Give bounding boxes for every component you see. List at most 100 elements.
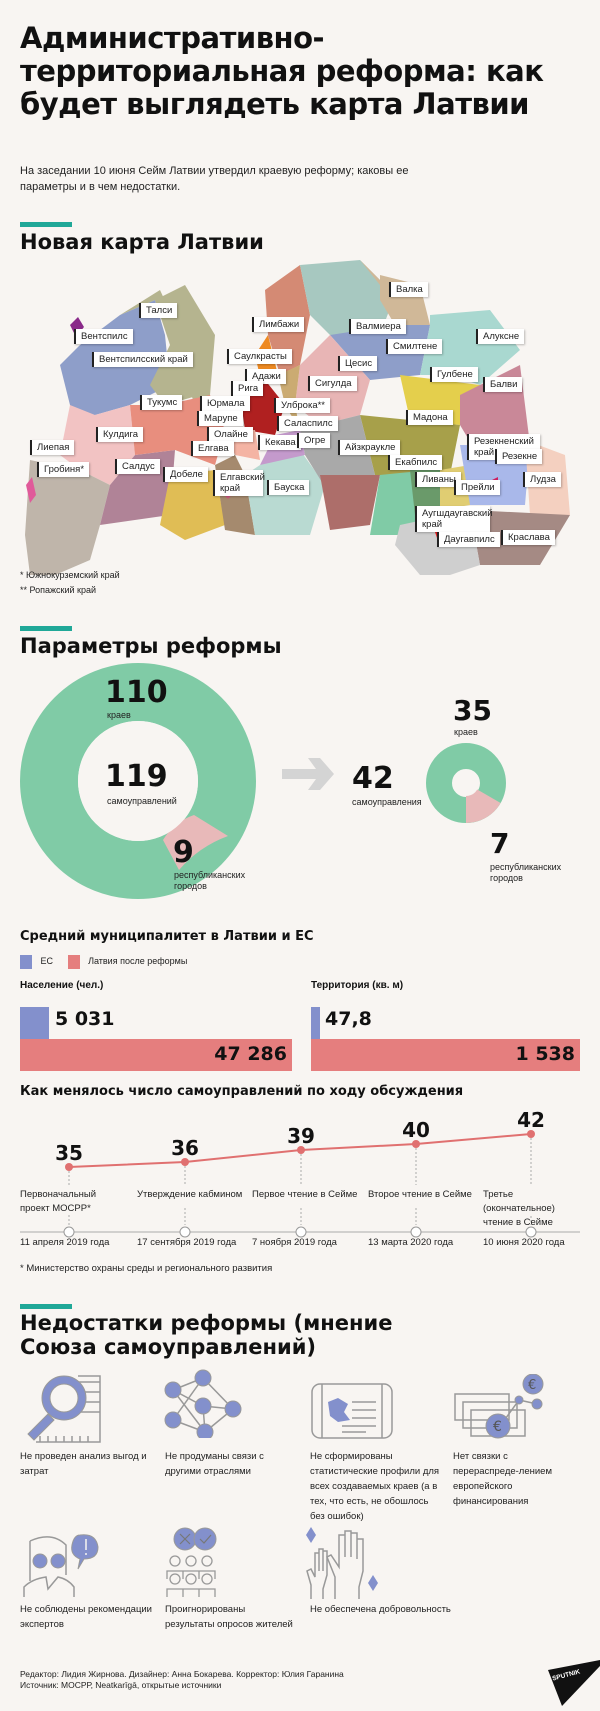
lead-text: На заседании 10 июня Сейм Латвии утверди… — [20, 165, 409, 193]
timeline-date: 7 ноября 2019 года — [252, 1237, 337, 1248]
network-icon — [164, 1369, 242, 1438]
before-regions-label: краев — [107, 710, 131, 720]
territory-eu-bar — [311, 1007, 320, 1039]
map-label: Огре — [297, 433, 331, 448]
timeline-title: Как менялось число самоуправлений по ход… — [20, 1084, 464, 1099]
footer-credits: Редактор: Лидия Жирнова. Дизайнер: Анна … — [20, 1669, 344, 1679]
issue-text: Проигнорированы результаты опросов жител… — [165, 1604, 293, 1630]
map-label: Вентспилс — [74, 329, 133, 344]
map-label: Даугавпилс — [437, 532, 500, 547]
before-total-label: самоуправлений — [107, 796, 177, 806]
map-label: Вентспилсский край — [92, 352, 193, 367]
before-total-number: 119 — [105, 759, 168, 794]
svg-text:€: € — [528, 1378, 536, 1393]
map-footnote: ** Ропажский край — [20, 585, 96, 595]
before-cities-number: 9 — [173, 835, 194, 870]
timeline-label: Третье (окончательное) чтение в Сейме — [483, 1189, 555, 1228]
map-label: Бауска — [267, 480, 310, 495]
map-label: Гробиня* — [37, 462, 90, 477]
timeline-chart — [20, 1130, 580, 1238]
timeline-date: 10 июня 2020 года — [483, 1237, 565, 1248]
map-label: Гулбене — [430, 367, 478, 382]
after-total-label: самоуправления — [352, 797, 422, 807]
map-label: Мадона — [406, 410, 453, 425]
after-regions-label: краев — [454, 727, 478, 737]
timeline-value: 42 — [517, 1108, 545, 1132]
timeline-date: 11 апреля 2019 года — [20, 1237, 110, 1248]
section-accent-bar — [20, 1304, 72, 1309]
map-label: Лудза — [523, 472, 561, 487]
timeline-value: 35 — [55, 1141, 83, 1165]
territory-eu-value: 47,8 — [325, 1008, 372, 1030]
arrow-right-icon — [282, 758, 334, 790]
population-eu-bar — [20, 1007, 49, 1039]
after-cities-number: 7 — [490, 827, 510, 860]
magnifier-chart-icon — [27, 1375, 101, 1443]
map-scroll-icon — [311, 1383, 393, 1439]
map-label: Елгава — [191, 441, 234, 456]
map-label: Айзкраукле — [338, 440, 401, 455]
issue-text: Нет связки с перераспреде-лением европей… — [453, 1451, 552, 1507]
legend-swatch-eu — [20, 955, 32, 969]
issues-section-title: Недостатки реформы (мнение Союза самоупр… — [20, 1311, 393, 1359]
before-cities-label: республиканских городов — [174, 870, 246, 891]
section-accent-bar — [20, 626, 72, 631]
timeline-value: 39 — [287, 1124, 315, 1148]
territory-label: Территория (кв. м) — [311, 980, 404, 991]
map-label: Талси — [139, 303, 178, 318]
map-label: Улброка** — [274, 398, 330, 413]
map-label: Сигулда — [308, 376, 357, 391]
compare-legend: ЕС Латвия после реформы — [20, 955, 187, 969]
timeline-label: Второе чтение в Сейме — [368, 1189, 472, 1200]
page-title: Административно-территориальная реформа:… — [20, 21, 544, 121]
timeline-date: 17 сентября 2019 года — [137, 1237, 237, 1248]
map-label: Елгавский край — [213, 470, 265, 496]
section-accent-bar — [20, 222, 72, 227]
after-total-number: 42 — [352, 761, 394, 796]
after-cities-label: республиканских городов — [490, 862, 562, 883]
population-label: Население (чел.) — [20, 980, 104, 991]
before-regions-number: 110 — [105, 675, 168, 710]
population-eu-value: 5 031 — [55, 1008, 115, 1030]
map-label: Цесис — [338, 356, 378, 371]
timeline-label: Первоначальный проект МОСРР* — [20, 1189, 97, 1214]
euro-money-icon: € € — [454, 1374, 544, 1439]
map-footnote: * Южнокурземский край — [20, 570, 120, 580]
issue-text: Не проведен анализ выгод и затрат — [20, 1451, 147, 1477]
expert-icon — [23, 1534, 99, 1597]
map-label: Адажи — [245, 369, 286, 384]
map-label: Ливаны — [415, 472, 461, 487]
population-latvia-value: 47 286 — [214, 1043, 287, 1065]
timeline-footnote: * Министерство охраны среды и региональн… — [20, 1263, 273, 1274]
population-latvia-bar — [20, 1039, 292, 1071]
params-section-title: Параметры реформы — [20, 634, 282, 658]
survey-people-icon — [166, 1527, 217, 1597]
map-label: Смилтене — [386, 339, 443, 354]
map-label: Рига — [231, 381, 264, 396]
map-label: Резекне — [495, 449, 543, 464]
timeline-label: Первое чтение в Сейме — [252, 1189, 358, 1200]
territory-latvia-bar — [311, 1039, 580, 1071]
map-label: Саулкрасты — [227, 349, 292, 364]
latvia-map — [25, 260, 570, 575]
map-label: Аугшдаугавский край — [415, 506, 493, 532]
svg-text:€: € — [493, 1419, 502, 1435]
map-label: Тукумс — [140, 395, 183, 410]
map-label: Юрмала — [200, 396, 250, 411]
map-label: Алуксне — [476, 329, 525, 344]
map-label: Марупе — [197, 411, 243, 426]
issue-text: Не сформированы статистические профили д… — [310, 1451, 440, 1522]
sputnik-logo: SPUTNIK — [548, 1660, 600, 1706]
map-label: Саласпилс — [277, 416, 338, 431]
timeline-label: Утверждение кабмином — [137, 1189, 243, 1200]
map-label: Балви — [483, 377, 523, 392]
map-label: Лиепая — [30, 440, 75, 455]
legend-swatch-latvia — [67, 955, 80, 969]
map-section-title: Новая карта Латвии — [20, 230, 264, 254]
map-label: Добеле — [163, 467, 208, 482]
map-label: Кулдига — [96, 427, 144, 442]
before-donut-chart — [20, 663, 256, 899]
issue-text: Не обеспечена добровольность — [310, 1604, 451, 1615]
map-label: Валка — [389, 282, 428, 297]
timeline-value: 36 — [171, 1136, 199, 1160]
